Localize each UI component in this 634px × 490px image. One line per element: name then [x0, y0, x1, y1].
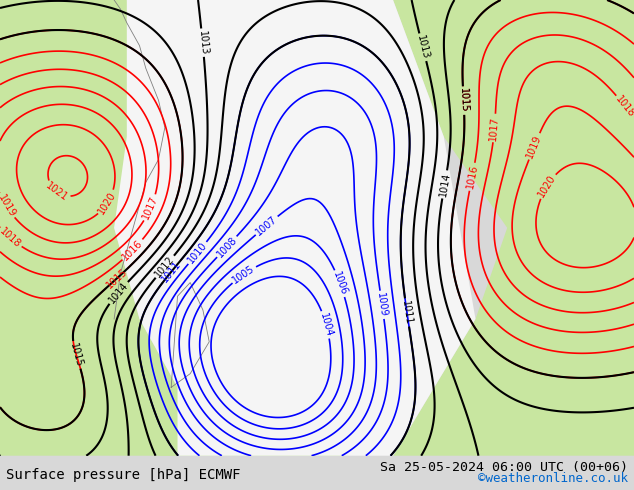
Text: 1011: 1011	[400, 299, 413, 325]
Text: 1017: 1017	[488, 115, 500, 141]
Text: 1012: 1012	[153, 254, 176, 279]
Polygon shape	[393, 0, 634, 456]
Polygon shape	[0, 0, 178, 456]
Polygon shape	[235, 160, 349, 219]
Text: 1014: 1014	[437, 172, 451, 197]
Text: 1019: 1019	[525, 133, 543, 160]
Text: 1021: 1021	[44, 181, 70, 203]
Text: Sa 25-05-2024 06:00 UTC (00+06): Sa 25-05-2024 06:00 UTC (00+06)	[380, 461, 628, 474]
Text: 1020: 1020	[96, 190, 119, 216]
Text: 1014: 1014	[107, 280, 130, 305]
Text: 1020: 1020	[536, 173, 558, 199]
Text: 1007: 1007	[254, 214, 279, 237]
Polygon shape	[209, 228, 304, 296]
Text: 1016: 1016	[465, 164, 479, 190]
Text: 1015: 1015	[104, 267, 129, 291]
Polygon shape	[158, 319, 349, 456]
Text: 1009: 1009	[375, 292, 389, 318]
Text: 1006: 1006	[331, 270, 349, 297]
Polygon shape	[463, 69, 634, 182]
Text: 1013: 1013	[415, 34, 430, 60]
Text: 1008: 1008	[215, 234, 239, 259]
Text: Surface pressure [hPa] ECMWF: Surface pressure [hPa] ECMWF	[6, 467, 241, 482]
Text: 1018: 1018	[614, 94, 634, 120]
Text: 1013: 1013	[197, 30, 209, 55]
Text: 1015: 1015	[68, 342, 84, 368]
Text: 1018: 1018	[0, 226, 23, 249]
Text: 1019: 1019	[0, 193, 17, 219]
Text: 1011: 1011	[160, 259, 183, 284]
Text: ©weatheronline.co.uk: ©weatheronline.co.uk	[477, 472, 628, 485]
Text: 1005: 1005	[231, 263, 257, 285]
Text: 1004: 1004	[318, 312, 334, 338]
Text: 1016: 1016	[120, 238, 145, 262]
Text: 1015: 1015	[458, 88, 469, 113]
Text: 1010: 1010	[186, 241, 209, 266]
Text: 1015: 1015	[458, 88, 469, 113]
Text: 1017: 1017	[141, 195, 160, 221]
Polygon shape	[114, 0, 476, 456]
